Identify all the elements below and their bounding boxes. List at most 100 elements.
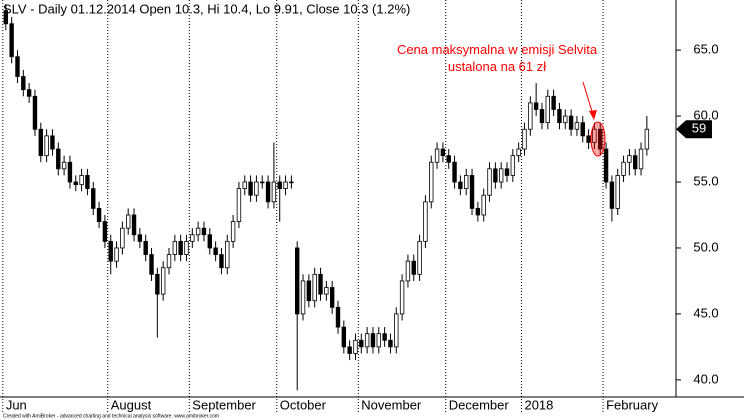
candle-body <box>201 227 207 236</box>
candle-body <box>481 194 486 216</box>
candle-body <box>609 181 615 209</box>
candle-body <box>644 128 650 150</box>
candle-body <box>219 254 224 269</box>
candle-body <box>131 214 137 236</box>
candle-body <box>615 175 620 209</box>
candle-body <box>9 23 14 58</box>
candle-body <box>56 148 61 170</box>
candle-body <box>26 89 32 97</box>
candle-body <box>61 161 67 170</box>
candle-body <box>184 240 189 255</box>
candle-body <box>213 247 218 255</box>
candle-body <box>318 273 323 295</box>
candle-body <box>178 240 183 255</box>
candle-body <box>190 234 195 242</box>
candle-body <box>522 128 527 150</box>
candle-body <box>603 148 609 183</box>
candle-body <box>155 273 160 295</box>
candle-body <box>621 161 626 176</box>
candle-body <box>120 227 125 249</box>
candle-body <box>633 155 638 170</box>
candle-body <box>347 346 352 354</box>
candle-body <box>469 175 475 209</box>
candle-body <box>195 227 201 236</box>
candle-body <box>458 181 463 190</box>
price-tag-label: 59 <box>692 121 706 136</box>
candle-body <box>149 254 154 275</box>
candle-body <box>370 333 376 348</box>
candle-body <box>283 181 288 190</box>
candle-body <box>341 326 347 348</box>
candle-body <box>627 155 632 163</box>
candle-body <box>85 175 90 190</box>
annotation-arrowhead <box>589 110 597 120</box>
candle-body <box>504 168 510 176</box>
candle-body <box>114 247 119 262</box>
y-tick-label: 60.0 <box>693 108 718 123</box>
candle-body <box>300 280 306 315</box>
candle-body <box>166 254 172 269</box>
y-tick-label: 55.0 <box>693 173 718 188</box>
candle-body <box>324 287 329 295</box>
candle-body <box>493 168 498 183</box>
candle-body <box>102 221 108 242</box>
candle-body <box>539 109 545 124</box>
candle-body <box>580 122 585 137</box>
candle-body <box>394 313 399 348</box>
candle-body <box>50 135 55 150</box>
candle-body <box>126 214 131 229</box>
candle-body <box>91 188 96 209</box>
candle-body <box>434 148 440 163</box>
candle-body <box>242 181 247 190</box>
candle-body <box>335 306 341 328</box>
candle-body <box>265 181 271 203</box>
candle-body <box>137 234 143 242</box>
candle-body <box>399 280 405 315</box>
candle-body <box>592 128 597 143</box>
candle-body <box>446 155 451 163</box>
x-tick-label: October <box>280 397 327 412</box>
candle-body <box>353 339 358 354</box>
candle-body <box>108 240 113 262</box>
y-tick-label: 65.0 <box>693 42 718 57</box>
candle-body <box>160 267 166 295</box>
candle-body <box>329 287 335 308</box>
candle-body <box>638 148 644 170</box>
candle-body <box>574 122 580 130</box>
candle-body <box>271 181 277 203</box>
candle-body <box>44 135 49 157</box>
candle-body <box>32 95 38 130</box>
candle-body <box>289 181 294 184</box>
x-tick-label: 2018 <box>524 397 553 412</box>
candle-body <box>440 148 446 157</box>
candle-body <box>295 247 300 315</box>
candle-body <box>364 333 370 348</box>
candle-body <box>475 207 481 216</box>
candle-body <box>3 10 9 25</box>
candle-body <box>277 181 282 190</box>
candle-body <box>260 181 265 184</box>
candle-body <box>452 161 457 183</box>
candle-body <box>254 181 259 196</box>
x-tick-label: September <box>192 397 256 412</box>
candle-body <box>586 135 591 143</box>
candle-body <box>557 109 562 124</box>
candle-body <box>382 333 387 341</box>
candle-body <box>429 161 434 203</box>
candle-body <box>376 333 381 348</box>
candle-body <box>230 221 236 242</box>
candle-body <box>598 128 603 150</box>
candle-body <box>568 115 574 130</box>
candle-body <box>545 95 550 124</box>
candle-body <box>551 95 556 110</box>
candle-body <box>306 280 312 302</box>
annotation: Cena maksymalna w emisji Selvita ustalona… <box>397 42 598 74</box>
candle-body <box>172 240 178 255</box>
candle-body <box>411 260 416 275</box>
candle-body <box>487 168 492 196</box>
plot <box>3 3 650 391</box>
candle-body <box>388 339 393 348</box>
candle-body <box>21 76 26 91</box>
